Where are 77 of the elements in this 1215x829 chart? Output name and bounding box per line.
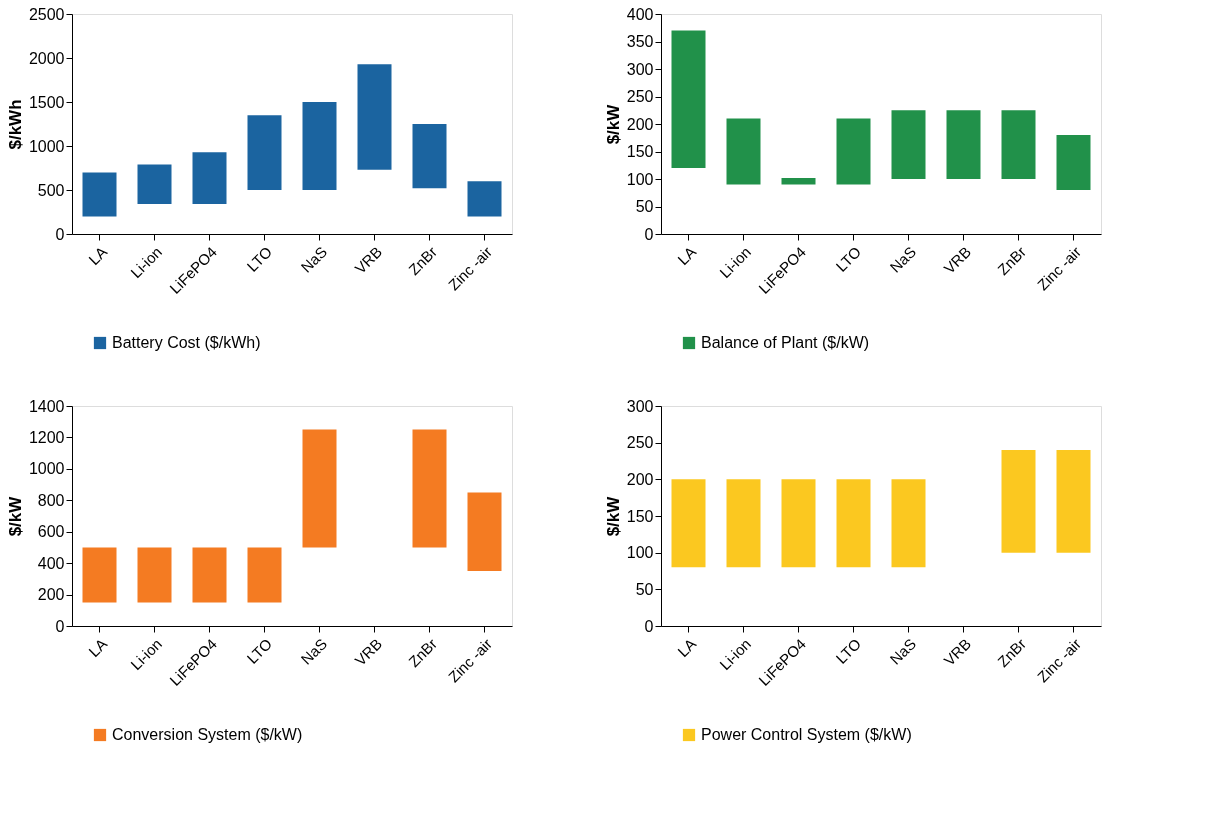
bar — [467, 181, 502, 217]
bar — [671, 30, 706, 168]
y-axis-title: $/kW — [603, 495, 623, 537]
bar — [192, 152, 227, 205]
legend-label: Conversion System ($/kW) — [112, 726, 303, 743]
bar — [137, 547, 172, 603]
y-tick-label: 100 — [626, 544, 654, 562]
y-tick-label: 0 — [644, 617, 654, 635]
x-tick-label: LTO — [832, 243, 865, 275]
y-tick-label: 2000 — [28, 49, 65, 67]
y-axis-title: $/kWh — [5, 99, 25, 150]
y-tick-label: 100 — [626, 170, 654, 188]
x-tick-label: LA — [674, 635, 700, 661]
y-tick-label: 300 — [626, 397, 654, 415]
x-tick-label: LTO — [832, 635, 865, 667]
y-tick-label: 0 — [55, 225, 65, 243]
x-tick-label: VRB — [351, 243, 386, 277]
y-tick-label: 800 — [37, 491, 65, 509]
bar — [302, 102, 337, 190]
bar — [467, 492, 502, 571]
x-tick-label: Zinc -air — [444, 243, 496, 294]
bar — [357, 64, 392, 170]
x-tick-label: Zinc -air — [1033, 243, 1085, 294]
legend-label: Balance of Plant ($/kW) — [701, 334, 870, 351]
bar — [302, 429, 337, 548]
y-tick-label: 600 — [37, 523, 65, 541]
y-tick-label: 1200 — [28, 428, 65, 446]
x-tick-label: LTO — [243, 635, 276, 667]
legend-label: Power Control System ($/kW) — [701, 726, 912, 743]
x-tick-label: LTO — [243, 243, 276, 275]
bar — [946, 110, 981, 179]
bar — [247, 115, 282, 190]
y-tick-label: 2500 — [28, 5, 65, 23]
y-tick-label: 1500 — [28, 93, 65, 111]
x-tick-label: VRB — [940, 243, 975, 277]
bar — [836, 118, 871, 185]
x-tick-label: LA — [674, 243, 700, 269]
y-tick-label: 400 — [626, 5, 654, 23]
bar — [137, 164, 172, 205]
x-tick-label: VRB — [940, 635, 975, 669]
y-tick-label: 200 — [37, 586, 65, 604]
bar — [891, 110, 926, 179]
bar — [247, 547, 282, 603]
y-axis-title: $/kW — [603, 103, 623, 145]
y-tick-label: 1000 — [28, 137, 65, 155]
x-tick-label: LA — [85, 243, 111, 269]
y-tick-label: 1000 — [28, 460, 65, 478]
x-tick-label: Zinc -air — [1033, 635, 1085, 686]
bar — [412, 124, 447, 189]
y-tick-label: 150 — [626, 143, 654, 160]
bar — [781, 177, 816, 185]
y-tick-label: 50 — [635, 198, 654, 215]
y-tick-label: 200 — [626, 115, 654, 133]
y-tick-label: 300 — [626, 60, 654, 78]
bar — [82, 172, 117, 217]
x-tick-label: Zinc -air — [444, 635, 496, 686]
y-tick-label: 0 — [55, 617, 65, 635]
bar — [1001, 110, 1036, 179]
bar — [726, 118, 761, 185]
y-tick-label: 150 — [626, 507, 654, 525]
y-tick-label: 1400 — [28, 397, 65, 415]
bar — [412, 429, 447, 548]
x-tick-label: VRB — [351, 635, 386, 669]
x-tick-label: LA — [85, 635, 111, 661]
legend-label: Battery Cost ($/kWh) — [112, 334, 261, 351]
y-tick-label: 50 — [635, 580, 654, 598]
y-tick-label: 350 — [626, 33, 654, 50]
y-tick-label: 500 — [37, 181, 65, 199]
y-tick-label: 250 — [626, 88, 654, 105]
bar — [1056, 135, 1091, 190]
y-axis-title: $/kW — [5, 495, 25, 537]
y-tick-label: 0 — [644, 225, 654, 243]
y-tick-label: 200 — [626, 470, 654, 488]
bar — [192, 547, 227, 603]
y-tick-label: 250 — [626, 434, 654, 452]
y-tick-label: 400 — [37, 554, 65, 572]
bar — [82, 547, 117, 603]
